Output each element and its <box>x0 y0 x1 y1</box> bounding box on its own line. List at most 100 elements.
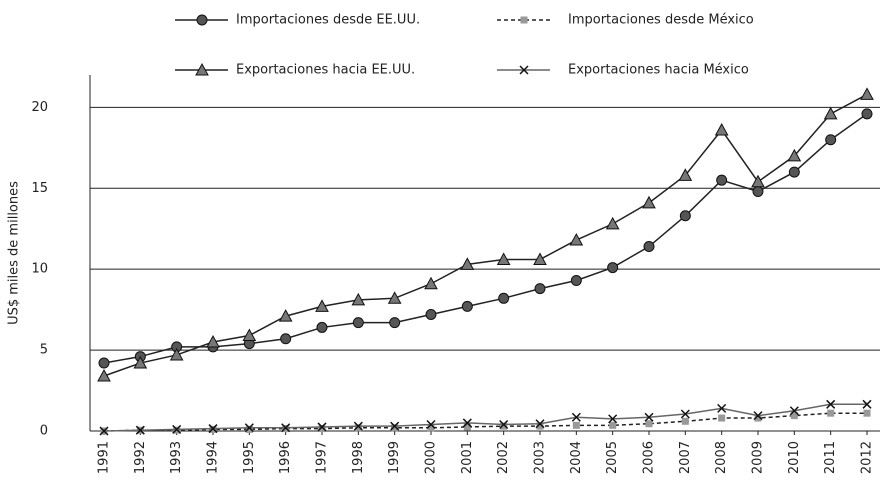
x-tick-label: 1996 <box>278 441 293 474</box>
point <box>135 425 145 435</box>
x-tick-label: 1997 <box>315 441 330 474</box>
point <box>389 317 401 329</box>
point <box>790 412 798 420</box>
y-tick-label: 10 <box>31 262 48 277</box>
point <box>751 174 765 188</box>
x-tick-label: 1999 <box>387 441 402 474</box>
legend-label: Importaciones desde EE.UU. <box>236 13 420 28</box>
point <box>753 411 763 421</box>
point <box>572 421 580 429</box>
point <box>352 317 364 329</box>
point <box>427 424 435 432</box>
point <box>645 420 653 428</box>
point <box>208 424 218 434</box>
point <box>681 417 689 425</box>
point <box>498 292 510 304</box>
point <box>607 262 619 274</box>
point <box>789 406 799 416</box>
legend-label: Exportaciones hacia México <box>568 63 749 78</box>
x-tick-label: 2009 <box>751 441 766 474</box>
point <box>391 424 399 432</box>
x-tick-label: 1994 <box>206 441 221 474</box>
y-tick-label: 15 <box>31 181 48 196</box>
series-line <box>103 113 868 364</box>
point <box>605 216 620 230</box>
point <box>426 419 436 430</box>
y-tick-label: 5 <box>40 343 48 358</box>
point <box>315 299 329 312</box>
point <box>387 291 402 304</box>
point <box>351 292 366 306</box>
series-line <box>103 403 867 432</box>
x-tick-label: 2012 <box>860 441 875 474</box>
point <box>536 422 544 430</box>
point <box>861 108 873 120</box>
point <box>863 409 871 417</box>
point <box>390 421 400 431</box>
point <box>569 233 584 246</box>
point <box>463 423 471 431</box>
point <box>169 347 184 361</box>
point <box>570 275 582 287</box>
point <box>520 16 528 24</box>
point <box>172 424 182 434</box>
x-tick-label: 2011 <box>823 441 838 474</box>
point <box>609 421 617 429</box>
point <box>752 186 764 198</box>
point <box>280 333 292 345</box>
point <box>500 422 508 430</box>
point <box>643 241 655 253</box>
point <box>827 409 835 417</box>
point <box>571 412 581 422</box>
point <box>754 414 762 422</box>
point <box>680 409 690 419</box>
point <box>608 414 618 424</box>
x-tick-label: 2006 <box>642 441 657 474</box>
point <box>678 168 693 181</box>
x-tick-label: 1995 <box>242 441 257 474</box>
x-tick-label: 2000 <box>424 441 439 474</box>
point <box>317 422 327 432</box>
point <box>133 355 148 369</box>
x-tick-label: 2007 <box>678 441 693 474</box>
point <box>679 210 691 222</box>
point <box>278 309 293 322</box>
point <box>462 418 472 428</box>
point <box>534 283 546 295</box>
point <box>860 87 874 100</box>
point <box>461 300 473 312</box>
x-tick-label: 2005 <box>605 441 620 474</box>
point <box>862 399 872 409</box>
point <box>318 425 326 433</box>
point <box>99 426 109 436</box>
series-line <box>103 93 868 377</box>
legend-label: Exportaciones hacia EE.UU. <box>236 63 415 78</box>
point <box>826 399 836 409</box>
point <box>195 62 209 76</box>
point <box>642 195 656 209</box>
x-tick-label: 1993 <box>169 441 184 474</box>
x-tick-label: 2010 <box>787 441 802 474</box>
y-tick-label: 0 <box>40 424 48 439</box>
point <box>424 276 438 290</box>
point <box>823 106 838 120</box>
x-tick-label: 1992 <box>133 441 148 474</box>
point <box>316 321 328 333</box>
point <box>196 14 208 26</box>
x-tick-label: 1991 <box>97 441 112 474</box>
point <box>499 419 509 430</box>
point <box>97 368 111 382</box>
point <box>825 134 837 146</box>
point <box>98 357 110 369</box>
point <box>535 419 545 429</box>
point <box>206 334 220 348</box>
point <box>788 166 800 178</box>
point <box>460 257 475 270</box>
point <box>787 148 802 162</box>
x-tick-label: 2002 <box>496 441 511 474</box>
point <box>354 424 362 432</box>
point <box>353 421 363 431</box>
x-tick-label: 2001 <box>460 441 475 474</box>
series-line <box>103 412 867 432</box>
point <box>245 425 253 433</box>
